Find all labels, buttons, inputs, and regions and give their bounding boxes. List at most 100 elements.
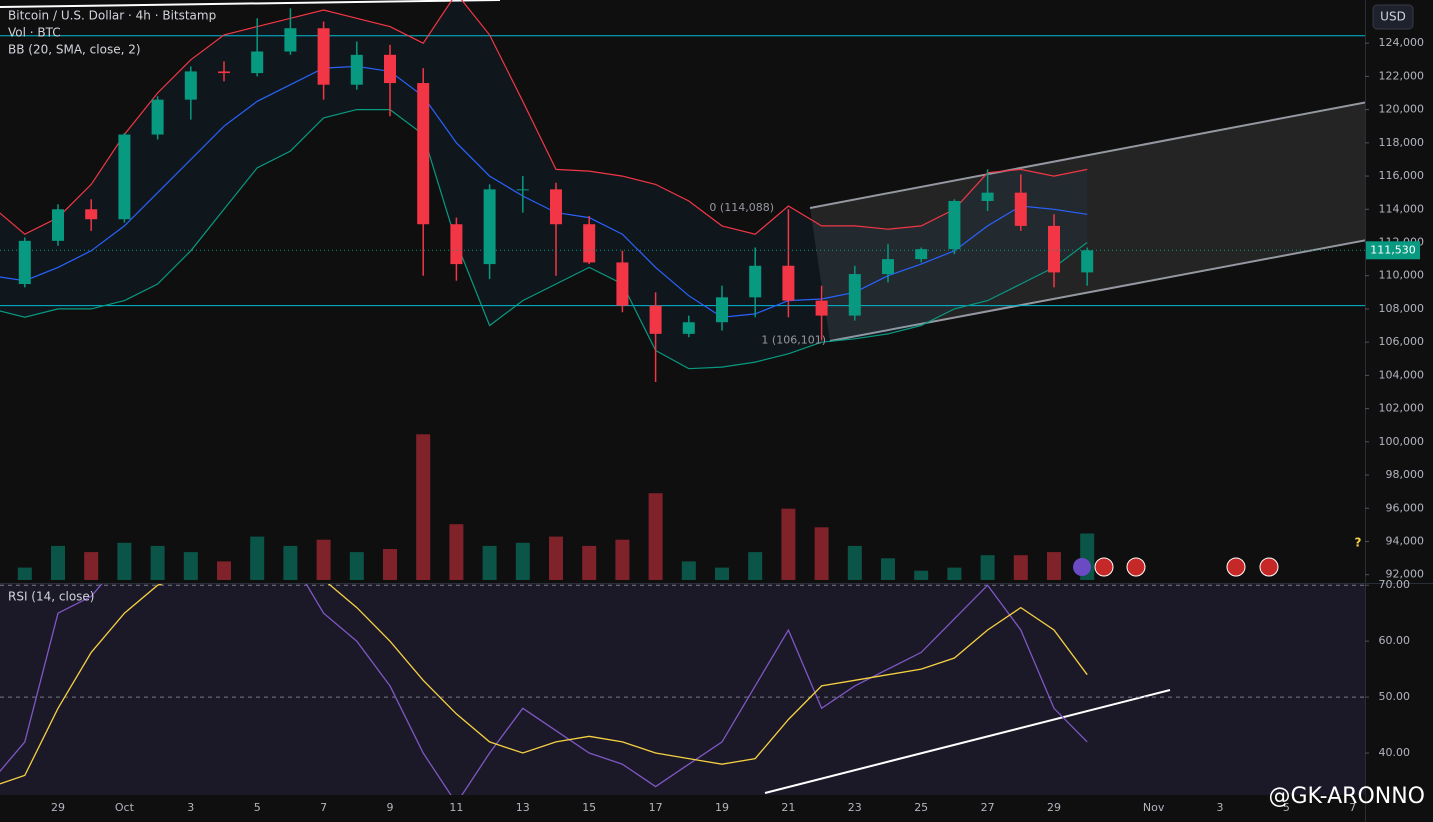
candle-body [616,262,629,306]
watermark: @GK-ARONNO [1268,784,1425,809]
x-tick-label: 5 [254,801,261,814]
currency-label[interactable]: USD [1380,10,1406,24]
candle-body [450,224,463,265]
candle-body [649,305,662,334]
volume-bar [748,552,763,580]
volume-bar [980,555,995,580]
x-tick-label: 9 [387,801,394,814]
volume-bar [615,539,630,580]
x-tick-label: Nov [1143,801,1165,814]
candle-body [1014,192,1027,226]
volume-bar [217,561,231,580]
event-icon[interactable] [1094,557,1114,577]
rsi-tick-label: 40.00 [1379,746,1411,759]
volume-bar [349,552,364,580]
last-price-box [1366,241,1420,260]
axes: 29 Oct 3 5 7 9 11 13 15 17 19 21 23 25 27 29 Nov 3 5 7 124,0… [51,36,1424,814]
x-tick-label: 13 [516,801,530,814]
volume-bar [814,527,829,580]
y-tick-label: 108,000 [1379,302,1425,315]
event-icon[interactable] [1126,557,1146,577]
volume-bar [1047,552,1061,580]
y-tick-label: 98,000 [1386,468,1425,481]
volume-bar [549,536,563,580]
bb-basis [0,65,1088,318]
currency-button[interactable] [1372,4,1414,30]
candle-body [782,265,795,301]
candle-body [948,200,961,250]
event-icon[interactable] [1259,557,1279,577]
candle-body [52,209,64,241]
rsi-tick-label: 60.00 [1379,634,1411,647]
x-tick-label: 3 [1217,801,1224,814]
candle-body [350,54,363,85]
y-tick-label: 114,000 [1379,202,1425,215]
y-tick-label: 118,000 [1379,136,1425,149]
last-price-label: 111,530 [1370,243,1416,256]
candle-body [716,297,728,323]
candle-body [384,54,396,84]
fib-label: 0 (114,088) [709,201,774,214]
volume-bar [383,549,397,580]
volume-legend: Vol · BTC [8,26,61,40]
candle-body [317,28,330,85]
candle-body [749,265,762,298]
candle-body [915,249,928,260]
event-icon[interactable] [1226,557,1246,577]
bb-upper [0,0,1088,235]
volume-bar [847,545,862,580]
bb-legend: BB (20, SMA, close, 2) [8,43,141,57]
volume-bar [947,567,962,580]
x-tick-label: 27 [981,801,995,814]
candle-body [417,83,430,225]
channel-fill [810,102,1365,341]
candle-body [251,51,264,74]
rsi-tick-label: 70.00 [1379,578,1411,591]
volume-bar [150,545,165,580]
volume-bar [1013,555,1028,580]
event-icon[interactable] [1073,558,1091,576]
rsi-tick-label: 50.00 [1379,690,1411,703]
candle-body [848,274,861,316]
candle-body [151,99,164,135]
x-tick-label: 7 [320,801,327,814]
x-tick-label: Oct [115,801,135,814]
volume-bar [117,542,132,580]
bb-lower [0,109,1088,370]
rsi-plot [0,584,1365,795]
candle-body [516,189,529,191]
volume-bar [681,561,696,580]
x-tick-label: 21 [781,801,795,814]
candle-body [1048,225,1060,273]
volume-bar [449,524,464,580]
volume-bar [648,493,663,580]
candle-body [1081,250,1094,273]
rsi-legend: RSI (14, close) [8,590,94,604]
trend-line [0,0,501,8]
rsi-trend-line [764,689,1171,794]
event-marker[interactable]: ? [1355,536,1362,550]
candle-body [682,322,695,334]
x-tick-label: 23 [848,801,862,814]
volume-bar [582,545,597,580]
y-tick-label: 116,000 [1379,169,1425,182]
candle-body [981,192,994,201]
y-tick-label: 92,000 [1386,568,1425,581]
x-tick-label: 17 [649,801,663,814]
y-tick-label: 96,000 [1386,501,1425,514]
candle-body [882,259,894,275]
volume-bar [715,567,729,580]
x-tick-label: 25 [914,801,928,814]
rsi-line [0,584,1088,785]
candle-body [583,224,596,263]
x-tick-label: 11 [449,801,463,814]
y-tick-label: 110,000 [1379,269,1425,282]
y-tick-label: 102,000 [1379,402,1425,415]
volume-bar [183,552,198,580]
volume-bar [781,508,796,580]
candle-body [18,240,31,285]
y-tick-label: 124,000 [1379,36,1425,49]
y-tick-label: 106,000 [1379,335,1425,348]
y-tick-label: 120,000 [1379,103,1425,116]
